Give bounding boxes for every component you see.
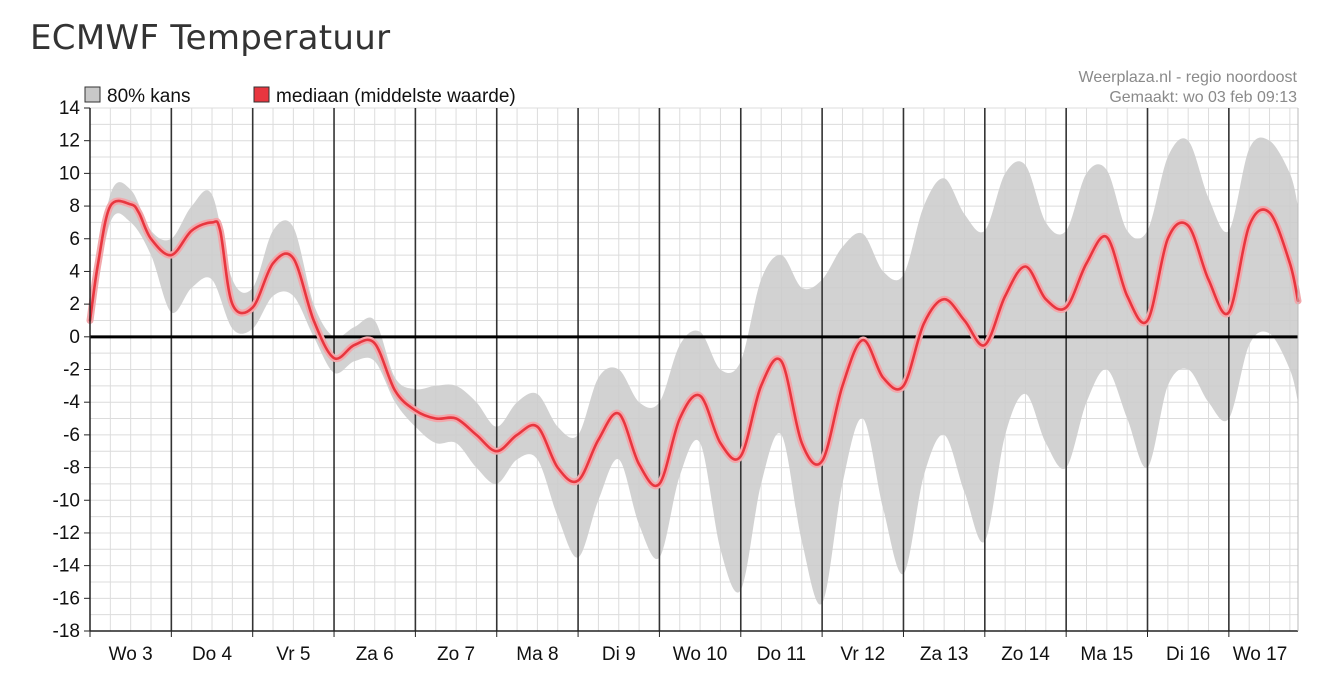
y-tick-label: -18 bbox=[53, 621, 80, 642]
page-title: ECMWF Temperatuur bbox=[30, 18, 391, 58]
y-tick-label: -10 bbox=[53, 490, 80, 511]
legend: 80% kans mediaan (middelste waarde) bbox=[84, 86, 516, 107]
x-tick-label: Di 16 bbox=[1166, 644, 1210, 665]
y-tick-label: 0 bbox=[69, 327, 80, 348]
x-tick-label: Za 6 bbox=[356, 644, 394, 665]
y-tick-labels: 14 12 10 8 6 4 2 0 -2 -4 -6 -8 -10 -12 -14 -16 -18 bbox=[53, 98, 90, 642]
x-tick-label: Ma 8 bbox=[516, 644, 558, 665]
median-layer bbox=[86, 197, 1302, 490]
legend-band-swatch bbox=[84, 86, 101, 103]
x-tick-label: Vr 5 bbox=[276, 644, 310, 665]
day-lines bbox=[90, 108, 1298, 631]
x-tick-label: Ma 15 bbox=[1080, 644, 1133, 665]
y-tick-label: 14 bbox=[59, 98, 81, 119]
x-tick-label: Za 13 bbox=[920, 644, 969, 665]
x-tick-label: Do 11 bbox=[757, 644, 806, 665]
x-tick-labels: Wo 3 Do 4 Vr 5 Za 6 Zo 7 Ma 8 Di 9 Wo 10 Do 11 Vr… bbox=[89, 631, 1288, 665]
source-line-2: Gemaakt: wo 03 feb 09:13 bbox=[1109, 89, 1297, 106]
x-tick-label: Zo 14 bbox=[1001, 644, 1050, 665]
x-tick-label: Wo 17 bbox=[1233, 644, 1288, 665]
y-tick-label: -14 bbox=[53, 556, 81, 577]
y-tick-label: 10 bbox=[59, 163, 80, 184]
x-tick-label: Do 4 bbox=[192, 644, 233, 665]
band-layer bbox=[90, 137, 1298, 605]
y-tick-label: -6 bbox=[63, 425, 80, 446]
y-tick-label: -16 bbox=[53, 588, 80, 609]
median-line bbox=[88, 199, 1300, 488]
y-tick-label: -4 bbox=[63, 392, 80, 413]
x-tick-label: Wo 10 bbox=[673, 644, 728, 665]
x-tick-label: Zo 7 bbox=[437, 644, 475, 665]
y-tick-label: -2 bbox=[63, 360, 80, 381]
x-tick-label: Vr 12 bbox=[840, 644, 885, 665]
y-tick-label: 12 bbox=[59, 131, 80, 152]
legend-median-swatch bbox=[253, 86, 270, 103]
y-tick-label: 6 bbox=[69, 229, 80, 250]
legend-band-label: 80% kans bbox=[107, 86, 190, 107]
y-tick-label: 2 bbox=[69, 294, 80, 315]
y-tick-label: 4 bbox=[69, 261, 80, 282]
x-tick-label: Wo 3 bbox=[109, 644, 153, 665]
source-note: Weerplaza.nl - regio noordoost Gemaakt: … bbox=[1079, 69, 1298, 106]
legend-median-label: mediaan (middelste waarde) bbox=[276, 86, 516, 107]
y-tick-label: 8 bbox=[69, 196, 80, 217]
x-tick-label: Di 9 bbox=[602, 644, 636, 665]
y-tick-label: -12 bbox=[53, 523, 80, 544]
y-tick-label: -8 bbox=[63, 458, 80, 479]
band-80-kans bbox=[90, 137, 1298, 605]
source-line-1: Weerplaza.nl - regio noordoost bbox=[1079, 69, 1298, 86]
